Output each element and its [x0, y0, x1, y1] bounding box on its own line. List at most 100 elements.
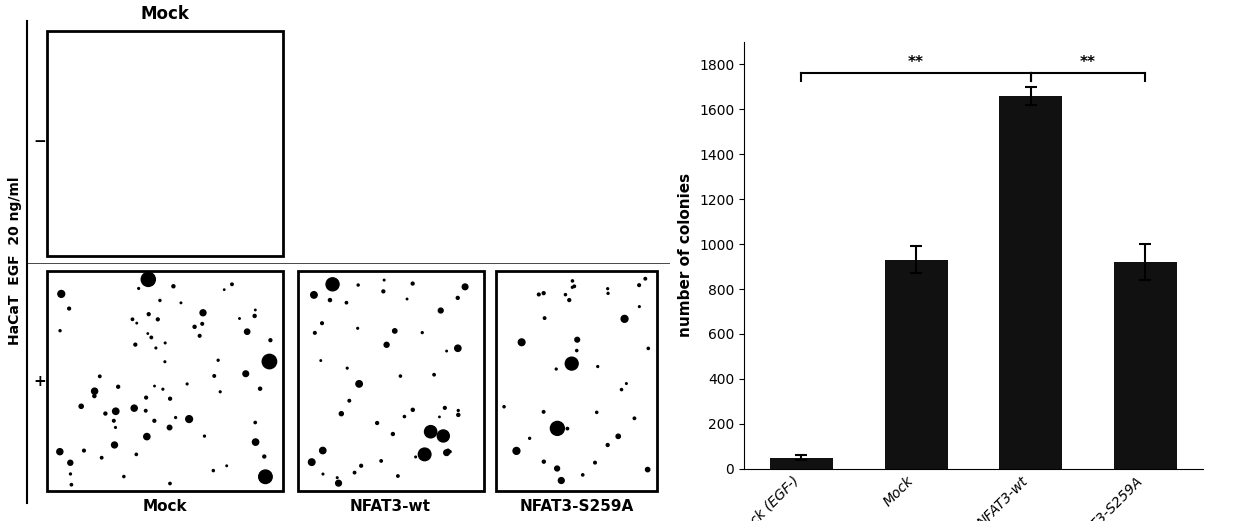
Point: [506, 446, 526, 455]
Point: [139, 310, 159, 318]
Point: [403, 279, 423, 288]
Text: HaCaT  EGF  20 ng/ml: HaCaT EGF 20 ng/ml: [7, 177, 22, 345]
Point: [436, 449, 456, 457]
Point: [598, 284, 618, 293]
Point: [260, 336, 280, 344]
Bar: [999, 96, 1063, 469]
Point: [495, 403, 515, 411]
Point: [166, 413, 186, 421]
Point: [449, 406, 469, 415]
Point: [547, 464, 567, 473]
Point: [588, 363, 608, 371]
Point: [433, 432, 453, 440]
Point: [203, 466, 223, 475]
Point: [625, 414, 645, 423]
Bar: [298, 271, 484, 491]
Point: [193, 308, 213, 317]
Point: [424, 370, 444, 379]
Point: [301, 458, 321, 466]
Point: [630, 303, 650, 311]
Point: [558, 425, 578, 433]
Bar: [47, 31, 283, 256]
Point: [155, 339, 175, 347]
Point: [573, 470, 593, 479]
Point: [177, 380, 197, 388]
Point: [564, 282, 584, 291]
Point: [598, 289, 618, 297]
Point: [563, 283, 583, 291]
Point: [153, 385, 172, 393]
Point: [126, 319, 146, 327]
Point: [562, 359, 582, 368]
Point: [246, 306, 265, 314]
Point: [529, 290, 549, 299]
Text: Mock: Mock: [143, 499, 187, 514]
Point: [160, 424, 180, 432]
Point: [543, 423, 563, 431]
Point: [635, 275, 655, 283]
Point: [373, 287, 393, 295]
Point: [534, 314, 554, 322]
Point: [61, 470, 81, 478]
Point: [639, 344, 658, 353]
Point: [429, 413, 449, 421]
Point: [136, 393, 156, 402]
Point: [430, 306, 450, 315]
Point: [105, 407, 125, 415]
Point: [397, 295, 417, 303]
Point: [337, 364, 357, 373]
Point: [311, 356, 331, 365]
Point: [215, 286, 234, 294]
Text: Mock: Mock: [140, 5, 190, 23]
Point: [71, 402, 91, 411]
Point: [348, 281, 368, 289]
Point: [611, 386, 631, 394]
Point: [435, 404, 455, 412]
Point: [160, 394, 180, 403]
Point: [123, 315, 143, 324]
Bar: [47, 271, 283, 491]
Point: [615, 315, 635, 323]
Point: [629, 281, 649, 289]
Point: [420, 428, 440, 436]
Text: NFAT3-wt: NFAT3-wt: [350, 499, 432, 514]
Y-axis label: number of colonies: number of colonies: [678, 173, 693, 338]
Point: [145, 382, 165, 390]
Point: [322, 280, 342, 289]
Point: [320, 296, 340, 304]
Text: +: +: [33, 374, 46, 389]
Point: [616, 379, 636, 388]
Point: [190, 332, 210, 340]
Point: [533, 407, 553, 416]
Point: [547, 365, 567, 373]
Point: [377, 341, 397, 349]
Point: [205, 372, 224, 380]
Point: [139, 275, 159, 283]
Point: [95, 410, 115, 418]
Point: [246, 438, 265, 446]
Point: [108, 382, 128, 391]
Point: [136, 432, 156, 441]
Point: [312, 319, 332, 327]
Point: [367, 419, 387, 427]
Point: [533, 289, 553, 297]
Point: [144, 417, 164, 425]
Point: [229, 314, 249, 322]
Point: [512, 338, 532, 346]
Bar: [770, 457, 833, 469]
Point: [125, 340, 145, 349]
Point: [552, 476, 572, 485]
Point: [383, 430, 403, 438]
Text: −: −: [33, 133, 46, 148]
Point: [237, 328, 257, 336]
Point: [105, 423, 125, 431]
Point: [195, 432, 215, 440]
Point: [568, 336, 588, 344]
Point: [371, 457, 391, 465]
Point: [211, 388, 231, 396]
Point: [124, 404, 144, 412]
Point: [388, 472, 408, 480]
Point: [104, 441, 124, 449]
Point: [160, 479, 180, 488]
Point: [340, 396, 360, 405]
